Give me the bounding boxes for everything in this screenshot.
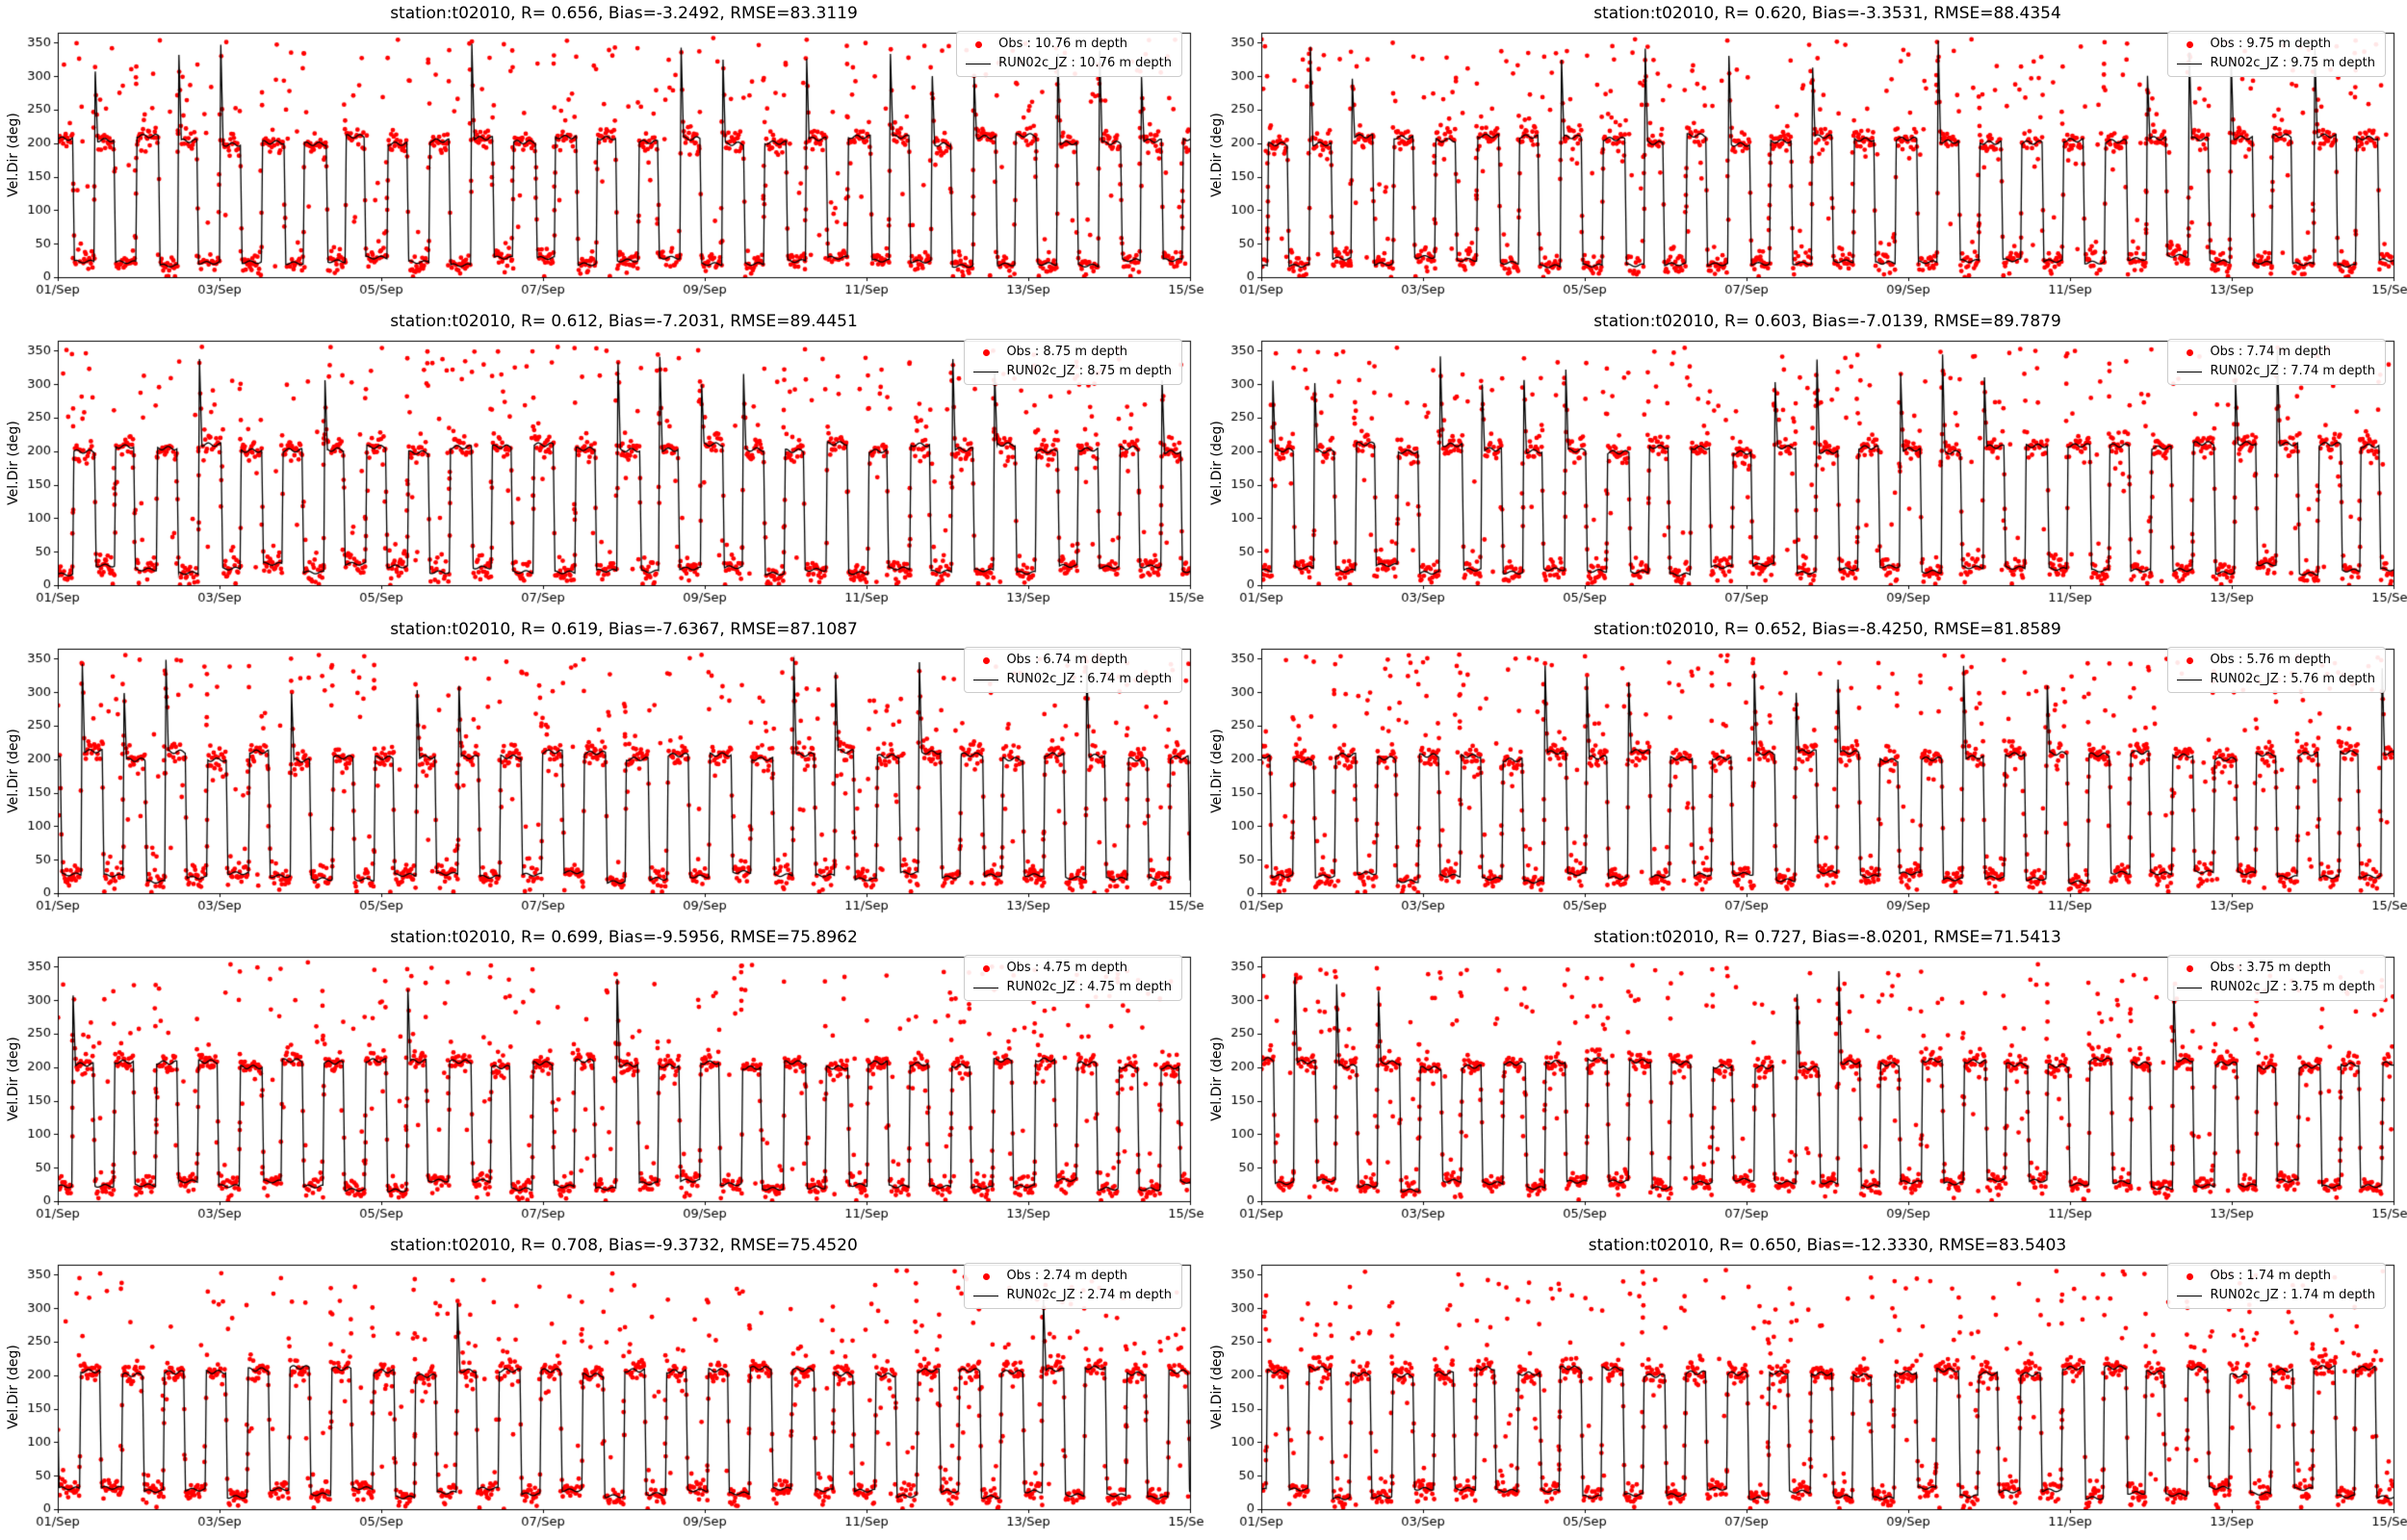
obs-dot-marker	[972, 348, 999, 356]
obs-dot-marker	[2176, 40, 2203, 48]
legend-obs-label: Obs : 3.75 m depth	[2210, 961, 2332, 975]
subplot-title: station:t02010, R= 0.603, Bias=-7.0139, …	[1593, 312, 2061, 331]
subplot-title: station:t02010, R= 0.612, Bias=-7.2031, …	[390, 312, 858, 331]
legend-model-label: RUN02c_JZ : 1.74 m depth	[2210, 1288, 2375, 1302]
legend: Obs : 9.75 m depth RUN02c_JZ : 9.75 m de…	[2167, 31, 2386, 77]
legend: Obs : 6.74 m depth RUN02c_JZ : 6.74 m de…	[964, 647, 1182, 693]
legend-obs-label: Obs : 8.75 m depth	[1006, 345, 1128, 359]
legend-model-entry: RUN02c_JZ : 7.74 m depth	[2176, 364, 2375, 379]
legend-obs-label: Obs : 1.74 m depth	[2210, 1269, 2332, 1283]
legend-model-label: RUN02c_JZ : 10.76 m depth	[998, 56, 1172, 70]
legend-obs-label: Obs : 4.75 m depth	[1006, 961, 1128, 975]
subplot: station:t02010, R= 0.699, Bias=-9.5956, …	[0, 924, 1204, 1232]
legend: Obs : 2.74 m depth RUN02c_JZ : 2.74 m de…	[964, 1263, 1182, 1309]
subplot-title: station:t02010, R= 0.708, Bias=-9.3732, …	[390, 1236, 858, 1255]
subplot: station:t02010, R= 0.620, Bias=-3.3531, …	[1204, 0, 2407, 308]
legend-obs-entry: Obs : 9.75 m depth	[2176, 37, 2375, 52]
obs-dot-marker	[2176, 348, 2203, 356]
legend-model-entry: RUN02c_JZ : 6.74 m depth	[972, 672, 1172, 687]
legend-obs-entry: Obs : 1.74 m depth	[2176, 1269, 2375, 1284]
subplot-title: station:t02010, R= 0.699, Bias=-9.5956, …	[390, 928, 858, 947]
obs-dot-marker	[972, 964, 999, 972]
subplot: station:t02010, R= 0.603, Bias=-7.0139, …	[1204, 308, 2407, 616]
legend-obs-label: Obs : 6.74 m depth	[1006, 653, 1128, 667]
legend-model-entry: RUN02c_JZ : 1.74 m depth	[2176, 1288, 2375, 1303]
legend-obs-entry: Obs : 5.76 m depth	[2176, 653, 2375, 668]
legend-model-entry: RUN02c_JZ : 3.75 m depth	[2176, 980, 2375, 995]
subplot-title: station:t02010, R= 0.650, Bias=-12.3330,…	[1588, 1236, 2067, 1255]
legend-obs-label: Obs : 9.75 m depth	[2210, 37, 2332, 51]
obs-dot-marker	[2176, 656, 2203, 664]
legend: Obs : 10.76 m depth RUN02c_JZ : 10.76 m …	[956, 31, 1182, 77]
subplot-title: station:t02010, R= 0.619, Bias=-7.6367, …	[390, 620, 858, 639]
legend-model-label: RUN02c_JZ : 2.74 m depth	[1006, 1288, 1172, 1302]
legend-model-label: RUN02c_JZ : 3.75 m depth	[2210, 980, 2375, 994]
legend-obs-label: Obs : 10.76 m depth	[998, 37, 1128, 51]
legend-model-label: RUN02c_JZ : 4.75 m depth	[1006, 980, 1172, 994]
legend-model-label: RUN02c_JZ : 8.75 m depth	[1006, 364, 1172, 378]
legend: Obs : 3.75 m depth RUN02c_JZ : 3.75 m de…	[2167, 955, 2386, 1001]
legend-model-entry: RUN02c_JZ : 10.76 m depth	[965, 56, 1172, 71]
obs-dot-marker	[2176, 964, 2203, 972]
legend-model-label: RUN02c_JZ : 9.75 m depth	[2210, 56, 2375, 70]
legend-model-entry: RUN02c_JZ : 5.76 m depth	[2176, 672, 2375, 687]
subplot-title: station:t02010, R= 0.727, Bias=-8.0201, …	[1593, 928, 2061, 947]
legend-obs-label: Obs : 7.74 m depth	[2210, 345, 2332, 359]
legend-model-entry: RUN02c_JZ : 4.75 m depth	[972, 980, 1172, 995]
legend-obs-label: Obs : 5.76 m depth	[2210, 653, 2332, 667]
subplot-title: station:t02010, R= 0.652, Bias=-8.4250, …	[1593, 620, 2061, 639]
legend-obs-entry: Obs : 7.74 m depth	[2176, 345, 2375, 360]
obs-dot-marker	[2176, 1272, 2203, 1280]
legend: Obs : 5.76 m depth RUN02c_JZ : 5.76 m de…	[2167, 647, 2386, 693]
legend-model-label: RUN02c_JZ : 7.74 m depth	[2210, 364, 2375, 378]
subplot: station:t02010, R= 0.652, Bias=-8.4250, …	[1204, 616, 2407, 924]
obs-dot-marker	[972, 656, 999, 664]
legend-obs-entry: Obs : 3.75 m depth	[2176, 961, 2375, 976]
legend-model-entry: RUN02c_JZ : 8.75 m depth	[972, 364, 1172, 379]
legend-obs-label: Obs : 2.74 m depth	[1006, 1269, 1128, 1283]
legend: Obs : 1.74 m depth RUN02c_JZ : 1.74 m de…	[2167, 1263, 2386, 1309]
subplot: station:t02010, R= 0.619, Bias=-7.6367, …	[0, 616, 1204, 924]
legend-model-label: RUN02c_JZ : 6.74 m depth	[1006, 672, 1172, 686]
subplot: station:t02010, R= 0.612, Bias=-7.2031, …	[0, 308, 1204, 616]
subplot: station:t02010, R= 0.727, Bias=-8.0201, …	[1204, 924, 2407, 1232]
subplot: station:t02010, R= 0.708, Bias=-9.3732, …	[0, 1232, 1204, 1540]
legend-obs-entry: Obs : 2.74 m depth	[972, 1269, 1172, 1284]
legend-model-entry: RUN02c_JZ : 2.74 m depth	[972, 1288, 1172, 1303]
subplot: station:t02010, R= 0.650, Bias=-12.3330,…	[1204, 1232, 2407, 1540]
obs-dot-marker	[965, 40, 992, 48]
legend-obs-entry: Obs : 4.75 m depth	[972, 961, 1172, 976]
legend: Obs : 7.74 m depth RUN02c_JZ : 7.74 m de…	[2167, 339, 2386, 385]
legend-obs-entry: Obs : 6.74 m depth	[972, 653, 1172, 668]
subplot: station:t02010, R= 0.656, Bias=-3.2492, …	[0, 0, 1204, 308]
obs-dot-marker	[972, 1272, 999, 1280]
legend-model-label: RUN02c_JZ : 5.76 m depth	[2210, 672, 2375, 686]
legend-obs-entry: Obs : 10.76 m depth	[965, 37, 1172, 52]
legend: Obs : 4.75 m depth RUN02c_JZ : 4.75 m de…	[964, 955, 1182, 1001]
legend-obs-entry: Obs : 8.75 m depth	[972, 345, 1172, 360]
legend: Obs : 8.75 m depth RUN02c_JZ : 8.75 m de…	[964, 339, 1182, 385]
subplot-title: station:t02010, R= 0.620, Bias=-3.3531, …	[1593, 4, 2061, 23]
legend-model-entry: RUN02c_JZ : 9.75 m depth	[2176, 56, 2375, 71]
subplot-title: station:t02010, R= 0.656, Bias=-3.2492, …	[390, 4, 858, 23]
